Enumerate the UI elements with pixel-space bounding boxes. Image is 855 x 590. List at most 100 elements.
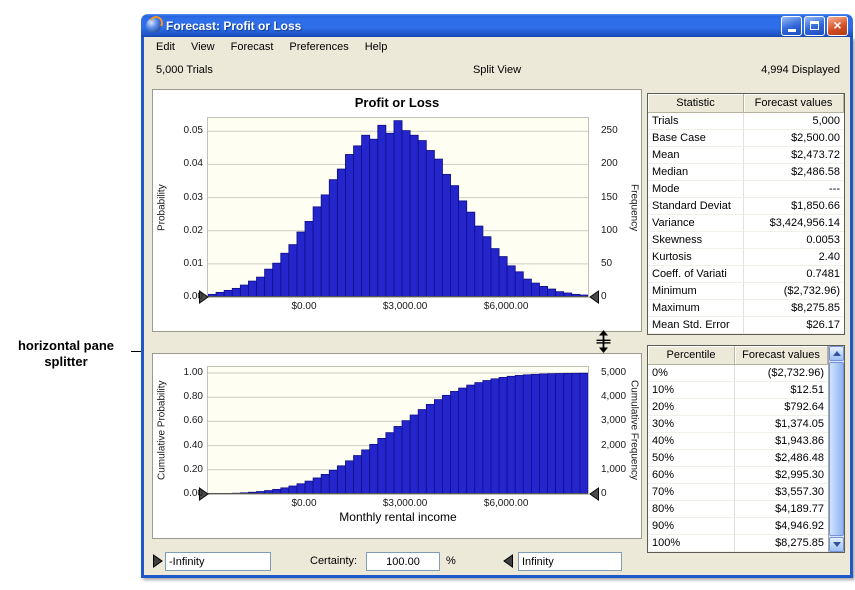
minimize-button[interactable] [781, 15, 802, 36]
content-area: Profit or Loss Probability Frequency 0.0… [144, 81, 850, 575]
percentile-table: Percentile Forecast values 0% ($2,732.96)… [647, 345, 845, 553]
annotation-line1: horizontal pane [17, 338, 115, 353]
y-axis-tick-right: 250 [601, 125, 618, 137]
horizontal-pane-splitter[interactable] [152, 332, 642, 353]
percentile-row: 60% $2,995.30 [648, 467, 844, 484]
percentile-row: 30% $1,374.05 [648, 416, 844, 433]
statistic-row-label: Variance [648, 215, 744, 232]
scroll-down-button[interactable] [829, 537, 844, 552]
percentile-row-label: 0% [648, 365, 735, 382]
statistic-row-value: $8,275.85 [744, 300, 844, 317]
y-axis-tick-left: 0.01 [183, 257, 203, 269]
y-axis-tick-left: 0.40 [183, 439, 203, 451]
scroll-thumb[interactable] [829, 362, 844, 536]
range-anchor-right[interactable] [503, 554, 514, 568]
x-axis-tick: $3,000.00 [382, 301, 428, 312]
percentile-row: 50% $2,486.48 [648, 450, 844, 467]
statistic-row-value: 0.7481 [744, 266, 844, 283]
minimize-icon [787, 28, 796, 32]
percentile-row-label: 20% [648, 399, 735, 416]
statistic-row-value: --- [744, 181, 844, 198]
y-axis-tick-left: 0.00 [183, 291, 203, 302]
range-max-input[interactable] [518, 552, 622, 571]
statistics-table: Statistic Forecast values Trials 5,000 Bas… [647, 93, 845, 335]
percentile-row-value: $4,189.77 [735, 501, 828, 518]
cumulative-chart-panel: Cumulative Probability Cumulative Freque… [152, 353, 642, 539]
percentile-row-value: $792.64 [735, 399, 828, 416]
cumulative-probability-axis-label: Cumulative Probability [156, 380, 168, 481]
statistic-row-label: Median [648, 164, 744, 181]
statistic-row-label: Skewness [648, 232, 744, 249]
statistic-row-label: Mean [648, 147, 744, 164]
y-axis-tick-left: 0.03 [183, 191, 203, 203]
statistic-row: Mean $2,473.72 [648, 147, 844, 164]
menu-item-view[interactable]: View [190, 41, 215, 53]
y-axis-tick-left: 0.05 [183, 125, 203, 137]
statistic-row: Coeff. of Variati 0.7481 [648, 266, 844, 283]
percentile-row: 90% $4,946.92 [648, 518, 844, 535]
top-chart-title: Profit or Loss [354, 95, 440, 110]
statistic-row: Minimum ($2,732.96) [648, 283, 844, 300]
cumulative-grabber-left[interactable] [198, 487, 209, 501]
title-bar[interactable]: Forecast: Profit or Loss × [141, 14, 853, 37]
menu-item-forecast[interactable]: Forecast [230, 41, 274, 53]
maximize-button[interactable] [804, 15, 825, 36]
statistic-row-value: $2,486.58 [744, 164, 844, 181]
statistic-row-value: ($2,732.96) [744, 283, 844, 300]
probability-axis-label: Probability [156, 184, 168, 231]
statistics-table-header: Statistic Forecast values [648, 94, 844, 113]
statistic-row: Maximum $8,275.85 [648, 300, 844, 317]
statistic-row: Variance $3,424,956.14 [648, 215, 844, 232]
statistic-row: Kurtosis 2.40 [648, 249, 844, 266]
y-axis-tick-right: 3,000 [601, 415, 627, 427]
frequency-plot-area [207, 117, 589, 298]
statistic-row: Standard Deviat $1,850.66 [648, 198, 844, 215]
cumulative-grabber-right[interactable] [589, 487, 600, 501]
close-icon: × [833, 16, 842, 33]
range-min-input[interactable] [165, 552, 271, 571]
y-axis-tick-right: 150 [601, 191, 618, 203]
statistic-row-label: Mode [648, 181, 744, 198]
statistic-row-label: Coeff. of Variati [648, 266, 744, 283]
percentile-header-percentile: Percentile [648, 346, 735, 365]
statistic-row: Mode --- [648, 181, 844, 198]
certainty-input[interactable] [366, 552, 440, 571]
menu-item-preferences[interactable]: Preferences [289, 41, 349, 53]
frequency-axis-label: Frequency [628, 183, 640, 232]
trials-count: 5,000 Trials [156, 64, 213, 76]
cumulative-frequency-axis-label: Cumulative Frequency [628, 380, 640, 481]
window-controls: × [781, 15, 848, 36]
statistic-row-label: Maximum [648, 300, 744, 317]
y-axis-tick-right: 0 [601, 488, 607, 499]
frequency-chart-panel: Profit or Loss Probability Frequency 0.0… [152, 89, 642, 332]
annotation-line2: splitter [44, 354, 88, 369]
menu-item-edit[interactable]: Edit [156, 41, 175, 53]
statistic-row-label: Minimum [648, 283, 744, 300]
window-body: Edit View Forecast Preferences Help 5,000 Tr… [141, 37, 853, 578]
percentile-row-value: $2,486.48 [735, 450, 828, 467]
view-mode: Split View [472, 64, 522, 76]
y-axis-tick-right: 2,000 [601, 439, 627, 451]
percentile-scrollbar[interactable] [828, 346, 844, 552]
percentile-row-value: $3,557.30 [735, 484, 828, 501]
statistic-row-value: $2,500.00 [744, 130, 844, 147]
certainty-grabber-left[interactable] [198, 290, 209, 304]
percentile-row: 40% $1,943.86 [648, 433, 844, 450]
y-axis-tick-right: 4,000 [601, 391, 627, 403]
window-title: Forecast: Profit or Loss [166, 18, 302, 33]
menu-item-help[interactable]: Help [364, 41, 388, 53]
percentile-row-label: 90% [648, 518, 735, 535]
close-button[interactable]: × [827, 15, 848, 36]
percentile-row-label: 80% [648, 501, 735, 518]
annotation-splitter-label: horizontal pane splitter [0, 338, 132, 370]
range-anchor-left[interactable] [152, 554, 163, 568]
scroll-up-button[interactable] [829, 346, 844, 361]
certainty-grabber-right[interactable] [589, 290, 600, 304]
x-axis-tick: $6,000.00 [483, 498, 529, 509]
statistic-row-label: Standard Deviat [648, 198, 744, 215]
statistic-row-value: 0.0053 [744, 232, 844, 249]
statistic-row: Base Case $2,500.00 [648, 130, 844, 147]
percentile-row: 20% $792.64 [648, 399, 844, 416]
percentile-row: 100% $8,275.85 [648, 535, 844, 552]
statistic-row-value: 2.40 [744, 249, 844, 266]
